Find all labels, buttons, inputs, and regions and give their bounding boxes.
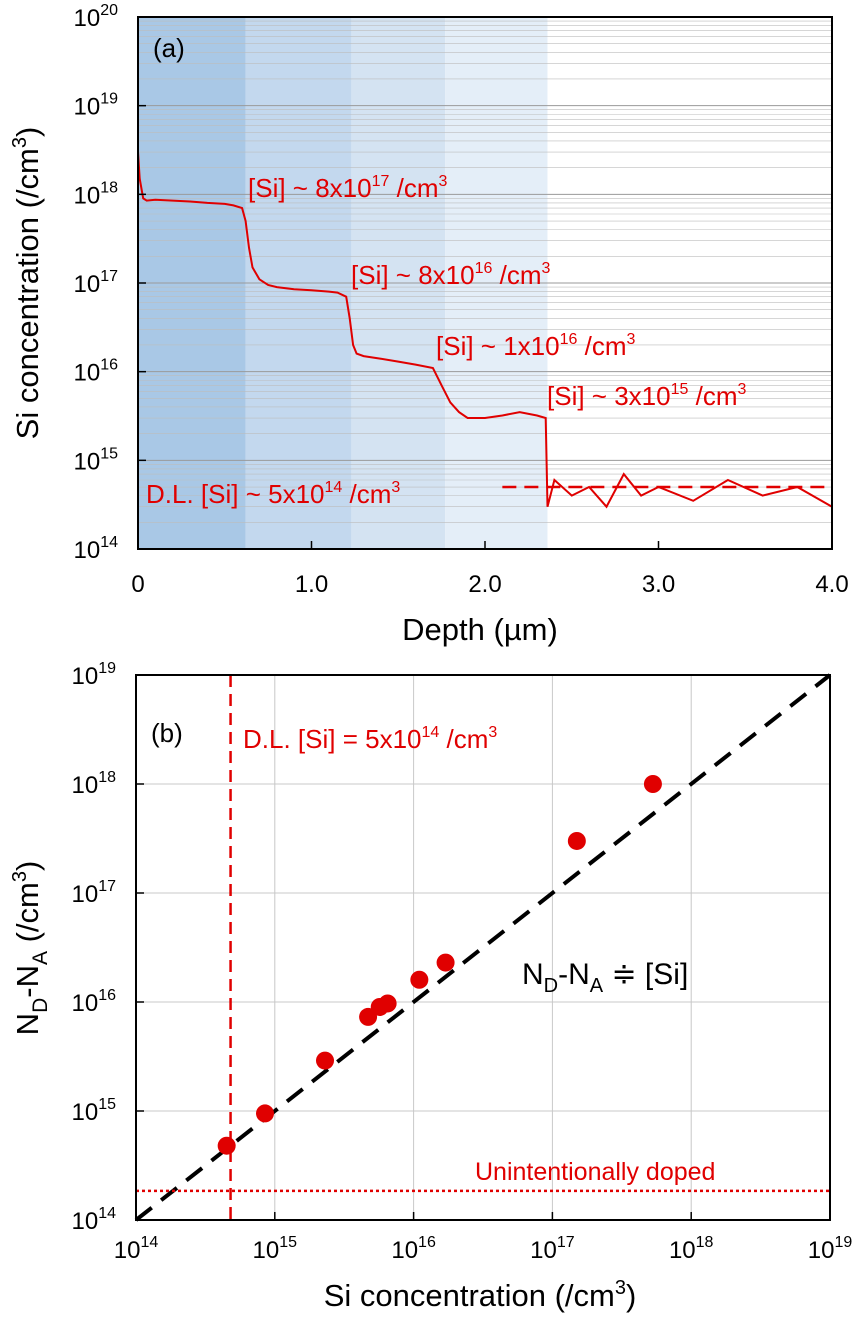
y-tick-label-a: 1016 [74,357,119,387]
x-tick-label-a: 0 [131,571,144,598]
data-point [217,1136,236,1155]
plot-frame-b [135,674,831,1221]
data-point [643,775,662,793]
panel-label-b: (b) [151,718,183,748]
annotation-level-2: [Si] ~ 8x1016 /cm3 [351,260,550,290]
annotation-level-4: [Si] ~ 3x1015 /cm3 [547,381,746,411]
x-tick-label-b: 1015 [253,1234,298,1264]
x-tick-label-a: 1.0 [295,571,328,598]
y-tick-label-a: 1019 [74,91,119,121]
y-axis-label-b: ND-NA (/cm3) [9,861,52,1036]
x-axis-label-b: Si concentration (/cm3) [324,1277,637,1313]
x-axis-label-a: Depth (µm) [402,612,558,647]
x-tick-label-b: 1017 [530,1234,575,1264]
x-tick-label-b: 1014 [114,1234,159,1264]
si-depth-profile-line [137,151,833,509]
y-tick-label-b: 1017 [72,878,117,908]
x-tick-label-a: 4.0 [815,571,848,598]
x-tick-label-b: 1016 [391,1234,436,1264]
data-point [378,994,397,1013]
panel-label-a: (a) [153,33,185,63]
data-point [256,1104,275,1123]
y-tick-label-b: 1014 [72,1205,117,1235]
fit-line-dashed [134,673,832,1222]
data-point [316,1051,335,1070]
x-tick-label-a: 2.0 [468,571,501,598]
y-tick-label-a: 1015 [74,445,119,475]
x-tick-label-b: 1019 [808,1234,853,1264]
y-tick-label-b: 1018 [72,769,117,799]
annotation-relation: ND-NA ≑ [Si] [522,958,688,997]
data-point [410,970,429,989]
annotation-unintentionally-doped: Unintentionally doped [475,1158,715,1186]
annotation-detection-limit: D.L. [Si] ~ 5x1014 /cm3 [146,479,400,509]
y-tick-label-b: 1015 [72,1096,117,1126]
data-point [567,831,586,850]
y-tick-label-a: 1018 [74,179,119,209]
y-tick-label-b: 1019 [72,660,117,690]
chart-panel-b: 1014 1015 1016 1017 1018 1019 1014 1015 1016 101… [9,660,852,1313]
x-tick-label-b: 1018 [669,1234,714,1264]
y-tick-label-a: 1014 [74,534,119,564]
y-tick-label-b: 1016 [72,987,117,1017]
annotation-dl-b: D.L. [Si] = 5x1014 /cm3 [243,724,497,754]
chart-panel-a: 0 1.0 2.0 3.0 4.0 1014 1015 1016 1017 1018 1019 10… [9,2,849,647]
y-axis-label-a: Si concentration (/cm3) [9,127,45,440]
annotation-level-1: [Si] ~ 8x1017 /cm3 [248,173,447,203]
y-tick-label-a: 1017 [74,268,119,298]
y-tick-label-a: 1020 [74,2,119,32]
annotation-level-3: [Si] ~ 1x1016 /cm3 [436,331,635,361]
x-tick-label-a: 3.0 [642,571,675,598]
data-point [436,953,455,972]
